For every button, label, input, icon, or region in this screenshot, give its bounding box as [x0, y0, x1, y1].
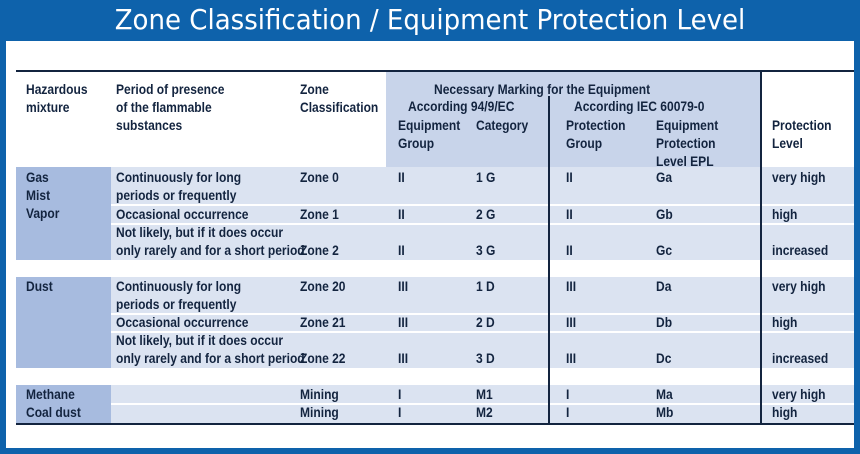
- row-bg: [111, 315, 854, 331]
- eq-group: III: [398, 278, 409, 294]
- period-zone-0: Continuously for long periods or frequen…: [116, 169, 242, 203]
- prot-group: III: [566, 350, 577, 366]
- protection-level: high: [772, 314, 798, 330]
- prot-group: III: [566, 314, 577, 330]
- epl: Ma: [656, 386, 673, 402]
- mixture-col-bg-dust: [16, 277, 111, 368]
- protection-level: high: [772, 404, 798, 420]
- row-bg: [111, 385, 854, 403]
- eq-group: III: [398, 350, 409, 366]
- marking-header-bg: [386, 72, 761, 167]
- category: M2: [476, 404, 493, 420]
- mixture-col-bg-gas: [16, 167, 111, 260]
- zone-label: Zone 1: [300, 206, 339, 222]
- prot-group: III: [566, 278, 577, 294]
- prot-group: I: [566, 386, 570, 402]
- row-bg: [111, 405, 854, 423]
- header-necessary-marking: Necessary Marking for the Equipment: [434, 81, 651, 97]
- zone-label: Zone 20: [300, 278, 346, 294]
- row-bg: [111, 206, 854, 223]
- period-zone-21: Occasional occurrence: [116, 314, 249, 330]
- row-bg: [111, 277, 854, 313]
- eq-group: II: [398, 169, 405, 185]
- category: 3 D: [476, 350, 495, 366]
- zone-label: Mining: [300, 404, 339, 420]
- epl: Mb: [656, 404, 674, 420]
- protection-level: very high: [772, 278, 826, 294]
- epl: Gc: [656, 242, 673, 258]
- eq-group: III: [398, 314, 409, 330]
- period-zone-2: Not likely, but if it does occur only ra…: [116, 224, 305, 258]
- header-zone: Zone Classification: [300, 81, 379, 115]
- row-bg: [111, 225, 854, 260]
- protection-level: very high: [772, 169, 826, 185]
- category: 3 G: [476, 242, 496, 258]
- level-divider: [760, 72, 762, 423]
- mixture-dust: Dust: [26, 278, 53, 294]
- zone-label: Zone 22: [300, 350, 346, 366]
- row-bg: [111, 167, 854, 204]
- prot-group: II: [566, 169, 573, 185]
- epl: Da: [656, 278, 672, 294]
- protection-level: increased: [772, 242, 829, 258]
- mixture-col-bg-mining: [16, 385, 111, 423]
- period-zone-22: Not likely, but if it does occur only ra…: [116, 332, 305, 366]
- header-period: Period of presence of the flammable subs…: [116, 81, 225, 133]
- epl: Db: [656, 314, 673, 330]
- mixture-methane-coal: Methane Coal dust: [26, 386, 81, 420]
- header-hazardous-mixture: Hazardous mixture: [26, 81, 88, 115]
- zone-label: Zone 0: [300, 169, 339, 185]
- bottom-rule: [16, 423, 854, 425]
- header-according-94-9-ec: According 94/9/EC: [408, 98, 515, 114]
- eq-group: I: [398, 386, 402, 402]
- zone-label: Zone 21: [300, 314, 346, 330]
- mixture-gas: Gas Mist Vapor: [26, 169, 60, 221]
- page-title: Zone Classification / Equipment Protecti…: [114, 3, 746, 36]
- prot-group: II: [566, 242, 573, 258]
- protection-level: high: [772, 206, 798, 222]
- header-protection-group: Protection Group: [566, 117, 626, 151]
- header-according-iec: According IEC 60079-0: [574, 98, 705, 114]
- protection-level: very high: [772, 386, 826, 402]
- prot-group: I: [566, 404, 570, 420]
- header-equipment-protection-level: Equipment Protection Level EPL: [656, 117, 719, 169]
- category: 1 G: [476, 169, 496, 185]
- prot-group: II: [566, 206, 573, 222]
- top-rule: [16, 70, 854, 72]
- eq-group: II: [398, 242, 405, 258]
- category: 2 D: [476, 314, 495, 330]
- category: M1: [476, 386, 493, 402]
- header-equipment-group: Equipment Group: [398, 117, 461, 151]
- marking-divider: [548, 96, 550, 423]
- header-category: Category: [476, 117, 529, 133]
- period-zone-20: Continuously for long periods or frequen…: [116, 278, 242, 312]
- zone-classification-table: Hazardous mixture Period of presence of …: [6, 41, 854, 448]
- zone-label: Zone 2: [300, 242, 339, 258]
- header-protection-level: Protection Level: [772, 117, 832, 151]
- row-bg: [111, 333, 854, 368]
- epl: Ga: [656, 169, 673, 185]
- zone-label: Mining: [300, 386, 339, 402]
- epl: Gb: [656, 206, 673, 222]
- eq-group: I: [398, 404, 402, 420]
- protection-level: increased: [772, 350, 829, 366]
- period-zone-1: Occasional occurrence: [116, 206, 249, 222]
- category: 2 G: [476, 206, 496, 222]
- category: 1 D: [476, 278, 495, 294]
- eq-group: II: [398, 206, 405, 222]
- epl: Dc: [656, 350, 672, 366]
